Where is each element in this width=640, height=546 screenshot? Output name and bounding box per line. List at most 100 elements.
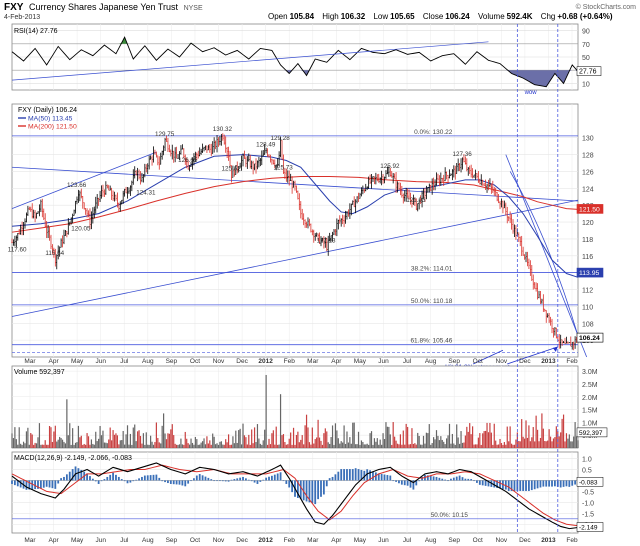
price-tick-120: 120 — [582, 220, 594, 227]
macd-hist-bar — [539, 480, 542, 488]
macd-hist-bar — [337, 471, 340, 481]
macd-hist-bar — [19, 480, 22, 488]
volume-bar — [245, 437, 247, 448]
volume-bar — [317, 419, 319, 448]
volume-bar — [28, 444, 30, 448]
macd-hist-bar — [115, 474, 117, 481]
x-label-bottom-3: Jun — [95, 537, 106, 544]
x-label-bottom-4: Jul — [120, 537, 129, 544]
macd-hist-bar — [13, 480, 16, 486]
macd-hist-bar — [77, 468, 80, 481]
volume-bar — [544, 440, 546, 448]
volume-bar — [368, 444, 370, 448]
macd-hist-bar — [201, 475, 204, 481]
macd-hist-bar — [259, 480, 262, 482]
rsi-line — [11, 36, 579, 88]
volume-bar — [214, 444, 217, 448]
volume-bar — [526, 437, 529, 448]
macd-hist-bar — [533, 480, 536, 490]
volume-bar — [222, 444, 224, 448]
macd-tick--1: -1.0 — [582, 500, 594, 507]
volume-bar — [552, 438, 555, 448]
volume-bar — [31, 434, 33, 448]
macd-hist-bar — [89, 476, 91, 481]
volume-bar — [274, 444, 276, 448]
price-tick-126: 126 — [582, 169, 594, 176]
volume-bar — [89, 444, 91, 448]
trend-upper-2 — [11, 151, 157, 209]
volume-bar — [82, 444, 84, 448]
volume-bar — [362, 441, 364, 448]
volume-bar — [126, 425, 129, 448]
volume-bar — [209, 440, 211, 448]
macd-hist-bar — [386, 475, 389, 481]
peak-label-3: 123.66 — [67, 182, 87, 189]
macd-tick-1: 1.0 — [582, 457, 592, 464]
volume-bar — [561, 418, 563, 448]
macd-hist-bar — [389, 475, 392, 481]
price-tick-108: 108 — [582, 321, 594, 328]
volume-bar — [210, 444, 212, 448]
vol-tick-3: 1.5M — [582, 408, 598, 415]
volume-bar — [438, 440, 440, 448]
volume-bar — [268, 438, 270, 448]
volume-bar — [308, 442, 311, 448]
price-tick-130: 130 — [582, 136, 594, 143]
ohlc-bar: Open 105.84 High 106.32 Low 105.65 Close 106… — [268, 12, 613, 21]
volume-bar — [47, 444, 49, 448]
macd-hist-bar — [499, 480, 501, 489]
volume-bar — [297, 431, 299, 448]
volume-bar — [365, 444, 367, 448]
volume-bar — [534, 441, 536, 448]
volume-bar — [344, 443, 347, 448]
macd-hist-bar — [374, 472, 377, 481]
peak-label-12: 117.13 — [317, 237, 336, 244]
x-label-price-10: 2012 — [258, 358, 273, 365]
macd-fib-label: 50.0%: 10.15 — [431, 512, 469, 519]
volume-bar — [300, 439, 302, 448]
fib-label-0: 0.0%: 130.22 — [414, 129, 453, 136]
macd-hist-bar — [455, 476, 458, 481]
macd-hist-bar — [172, 480, 175, 485]
exchange: NYSE — [184, 5, 203, 12]
macd-hist-bar — [152, 474, 155, 481]
macd-hist-bar — [213, 480, 216, 482]
volume-bar — [34, 442, 36, 448]
volume-bar — [408, 444, 410, 448]
volume-bar — [433, 437, 435, 448]
volume-bar — [565, 433, 568, 448]
macd-hist-bar — [207, 477, 210, 481]
macd-hist-bar — [346, 469, 348, 481]
volume-bar — [50, 427, 52, 448]
volume-panel: 3.0M2.5M2.0M1.5M1.0M0.5MVolume 592,39759… — [11, 365, 608, 449]
volume-bar — [571, 441, 573, 448]
x-label-bottom-23: Feb — [566, 537, 578, 544]
volume-bar — [329, 443, 331, 448]
volume-bar — [203, 438, 205, 448]
volume-bar — [129, 433, 131, 448]
macd-hist-bar — [398, 480, 400, 484]
volume-bar — [17, 444, 19, 448]
vol-tick-1: 2.5M — [582, 382, 598, 389]
macd-hist-bar — [536, 480, 539, 489]
macd-hist-bar — [461, 477, 464, 481]
volume-bar — [404, 444, 406, 448]
volume-bar — [186, 438, 188, 448]
volume-bar — [275, 426, 277, 448]
macd-hist-bar — [351, 469, 354, 481]
volume-bar — [183, 444, 185, 448]
x-label-price-5: Aug — [142, 358, 154, 365]
right-label-box-0 — [576, 267, 604, 278]
x-label-bottom-12: Mar — [307, 537, 319, 544]
volume-bar — [14, 427, 16, 448]
volume-bar — [310, 444, 312, 448]
macd-hist-bar — [129, 480, 132, 483]
macd-hist-bar — [325, 480, 328, 487]
volume-bar — [20, 443, 22, 448]
volume-bar — [339, 443, 341, 448]
macd-hist-bar — [256, 480, 259, 484]
volume-bar — [164, 433, 166, 448]
macd-hist-bar — [438, 477, 441, 481]
volume-bar — [249, 444, 251, 448]
volume-bar — [134, 424, 136, 448]
